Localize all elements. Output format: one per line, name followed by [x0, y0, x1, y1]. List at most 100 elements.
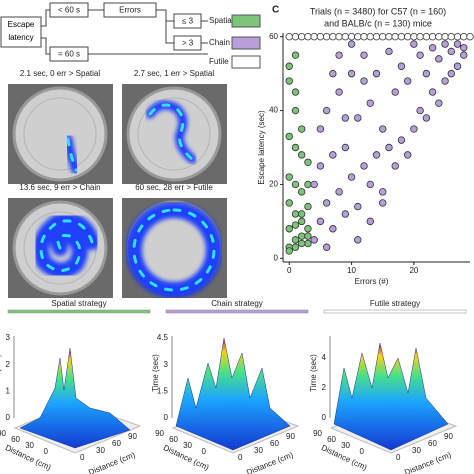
z-tick-label: 2	[6, 360, 11, 369]
point	[291, 210, 300, 218]
y-tick-label: 40	[269, 106, 278, 115]
point	[385, 143, 393, 152]
flow-under: < 60 s	[58, 6, 80, 15]
point	[335, 32, 343, 41]
distance-tick-label: 90	[444, 432, 453, 441]
point	[403, 32, 412, 41]
point	[391, 32, 399, 41]
x-tick-label: 10	[347, 266, 356, 275]
point	[335, 188, 343, 196]
arena-inner	[137, 97, 211, 171]
trail-core	[39, 219, 94, 272]
flow-start: Escape latency	[7, 20, 35, 42]
point	[453, 62, 462, 70]
point	[285, 173, 293, 181]
distance-tick-label: 60	[11, 435, 20, 444]
point	[304, 232, 312, 240]
distance-tick-label: 90	[128, 432, 137, 441]
point	[291, 236, 300, 244]
heatmap-label: 13.6 sec, 9 err > Chain	[19, 183, 100, 192]
point	[341, 114, 350, 122]
point	[310, 32, 318, 41]
distance-label: Distance (cm)	[87, 450, 136, 474]
distance-tick-label: 0	[360, 447, 365, 456]
distance-tick-label: 90	[286, 432, 295, 441]
point	[298, 125, 306, 133]
legend-swatch	[231, 55, 261, 69]
point	[354, 114, 362, 122]
distance-tick-label: 0	[80, 453, 85, 462]
point	[304, 202, 312, 211]
heatmap-label: 2.7 sec, 1 err > Spatial	[134, 69, 214, 78]
point	[347, 32, 356, 41]
legend-swatch	[231, 14, 261, 28]
distance-tick-label: 60	[428, 439, 437, 448]
point	[298, 188, 306, 196]
point	[291, 221, 300, 229]
flow-box	[173, 13, 202, 29]
point	[360, 77, 368, 85]
distance-tick-label: 0	[202, 447, 207, 456]
arena-inner	[23, 97, 97, 171]
x-tick-label: 20	[409, 266, 418, 275]
point	[329, 69, 337, 78]
distance-tick-label: 60	[112, 439, 121, 448]
point	[285, 199, 293, 207]
distance-tick-label: 90	[313, 429, 322, 438]
point	[466, 32, 474, 41]
z-tick-label: 1	[6, 386, 11, 395]
point	[347, 40, 356, 48]
y-tick-label: 60	[269, 32, 278, 41]
point	[316, 32, 325, 41]
distance-tick-label: 30	[96, 446, 105, 455]
point	[385, 47, 393, 56]
point	[416, 51, 424, 59]
strategy-title: Chain strategy	[211, 299, 263, 308]
distance-tick-label: 0	[396, 453, 401, 462]
point	[441, 77, 449, 85]
point	[347, 173, 356, 181]
point	[435, 32, 443, 41]
point	[341, 210, 350, 218]
point	[435, 55, 443, 63]
point	[304, 32, 312, 41]
point	[441, 40, 449, 48]
point	[304, 180, 312, 189]
point	[316, 217, 325, 226]
trail	[125, 202, 222, 298]
point	[285, 77, 293, 85]
distance-tick-label: 60	[169, 435, 178, 444]
point	[460, 32, 468, 41]
flow-errors: Errors	[119, 6, 141, 15]
point	[335, 51, 343, 59]
point	[453, 40, 462, 48]
point	[428, 44, 437, 52]
point	[316, 125, 325, 133]
strategy-title: Spatial strategy	[51, 299, 106, 308]
point	[410, 32, 418, 41]
point	[416, 106, 424, 115]
point	[410, 40, 418, 48]
point	[366, 99, 374, 107]
z-axis-label: Time (sec)	[151, 354, 160, 392]
distance-tick-label: 30	[25, 441, 34, 450]
arena	[126, 86, 222, 182]
surface: 0 1.5 3 4.5 Time (sec) 90 60 30 0 0 30 60 90 Distance…	[151, 333, 300, 474]
distance-tick-label: 30	[412, 446, 421, 455]
flow-high: > 3	[182, 39, 194, 48]
chart-title: Trials (n = 3480) for C57 (n = 160)	[310, 6, 446, 16]
point	[428, 32, 437, 41]
point	[347, 69, 356, 78]
distance-tick-label: 60	[327, 435, 336, 444]
point	[385, 32, 393, 41]
point	[354, 202, 362, 211]
distance-tick-label: 30	[341, 441, 350, 450]
point	[304, 225, 312, 233]
flow-start-text: Escape latency	[7, 20, 35, 42]
point	[298, 151, 306, 159]
heatmaps: 2.1 sec, 0 err > Spatial 2.7 sec, 1 err >…	[8, 69, 227, 298]
point	[291, 106, 300, 115]
point	[428, 88, 437, 96]
surface-mesh	[333, 342, 449, 451]
